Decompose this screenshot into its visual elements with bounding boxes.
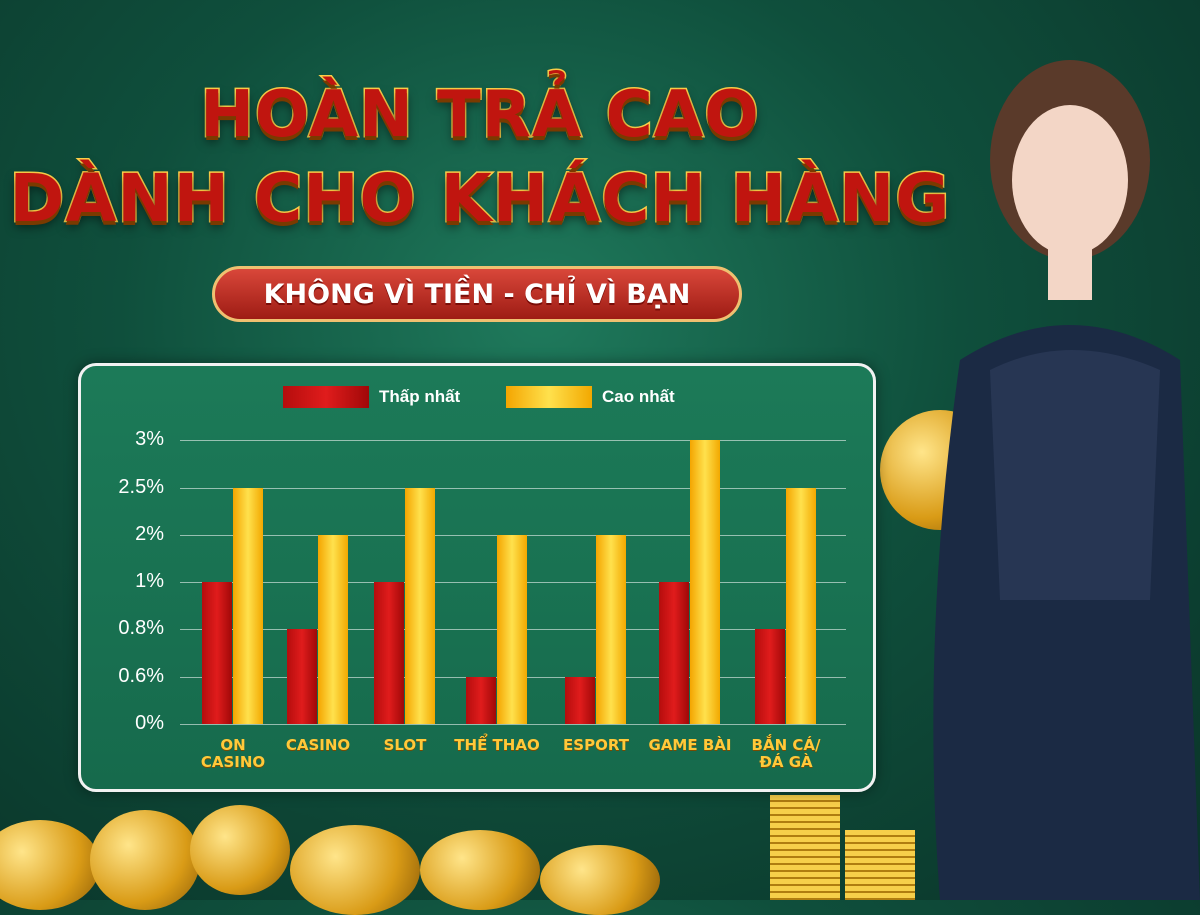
bar-max: [786, 487, 816, 724]
bar-min: [755, 629, 785, 724]
coin-stack: [770, 795, 840, 900]
x-tick-label: BẮN CÁ/ ĐÁ GÀ: [751, 736, 821, 771]
decorative-coin: [90, 810, 200, 910]
x-tick-label: SLOT: [383, 736, 427, 754]
y-tick-label: 0.8%: [118, 617, 164, 640]
bar-min: [374, 582, 404, 724]
bar-min: [659, 582, 689, 724]
bar-max: [405, 487, 435, 724]
bar-min: [466, 676, 496, 724]
x-tick-label: CASINO: [285, 736, 351, 754]
legend-item-min: Thấp nhất: [283, 386, 460, 408]
legend-label-max: Cao nhất: [602, 387, 675, 406]
bar-max: [497, 534, 527, 724]
decorative-coin: [190, 805, 290, 895]
bar-max: [596, 534, 626, 724]
legend-swatch-max: [506, 386, 592, 408]
bar-min: [202, 582, 232, 724]
decorative-coin: [540, 845, 660, 915]
bar-min: [565, 676, 595, 724]
x-tick-label: GAME BÀI: [648, 736, 732, 754]
bar-max: [690, 440, 720, 724]
chart-panel: [78, 363, 876, 792]
y-tick-label: 2.5%: [118, 475, 164, 498]
decorative-coin: [0, 820, 100, 910]
y-tick-label: 2%: [135, 522, 164, 545]
y-tick-label: 3%: [135, 428, 164, 451]
gridline: [180, 724, 846, 725]
y-tick-label: 0.6%: [118, 664, 164, 687]
bar-max: [318, 534, 348, 724]
legend-swatch-min: [283, 386, 369, 408]
x-tick-label: ON CASINO: [200, 736, 266, 771]
headline-line1: HOÀN TRẢ CAO: [199, 77, 760, 154]
legend-item-max: Cao nhất: [506, 386, 675, 408]
y-tick-label: 0%: [135, 712, 164, 734]
gridline: [180, 440, 846, 442]
headline-line2: DÀNH CHO KHÁCH HÀNG: [8, 159, 951, 239]
bar-max: [233, 487, 263, 724]
y-tick-label: 1%: [135, 570, 164, 593]
decorative-coin: [290, 825, 420, 915]
legend-label-min: Thấp nhất: [379, 387, 461, 406]
slogan-ribbon: KHÔNG VÌ TIỀN - CHỈ VÌ BẠN: [212, 266, 742, 322]
x-tick-label: ESPORT: [563, 736, 629, 754]
gridline: [180, 487, 846, 489]
model-figure: [933, 60, 1200, 900]
x-tick-label: THỂ THAO: [454, 736, 540, 754]
decorative-coin: [420, 830, 540, 910]
coin-stack: [845, 830, 915, 900]
bar-min: [287, 629, 317, 724]
